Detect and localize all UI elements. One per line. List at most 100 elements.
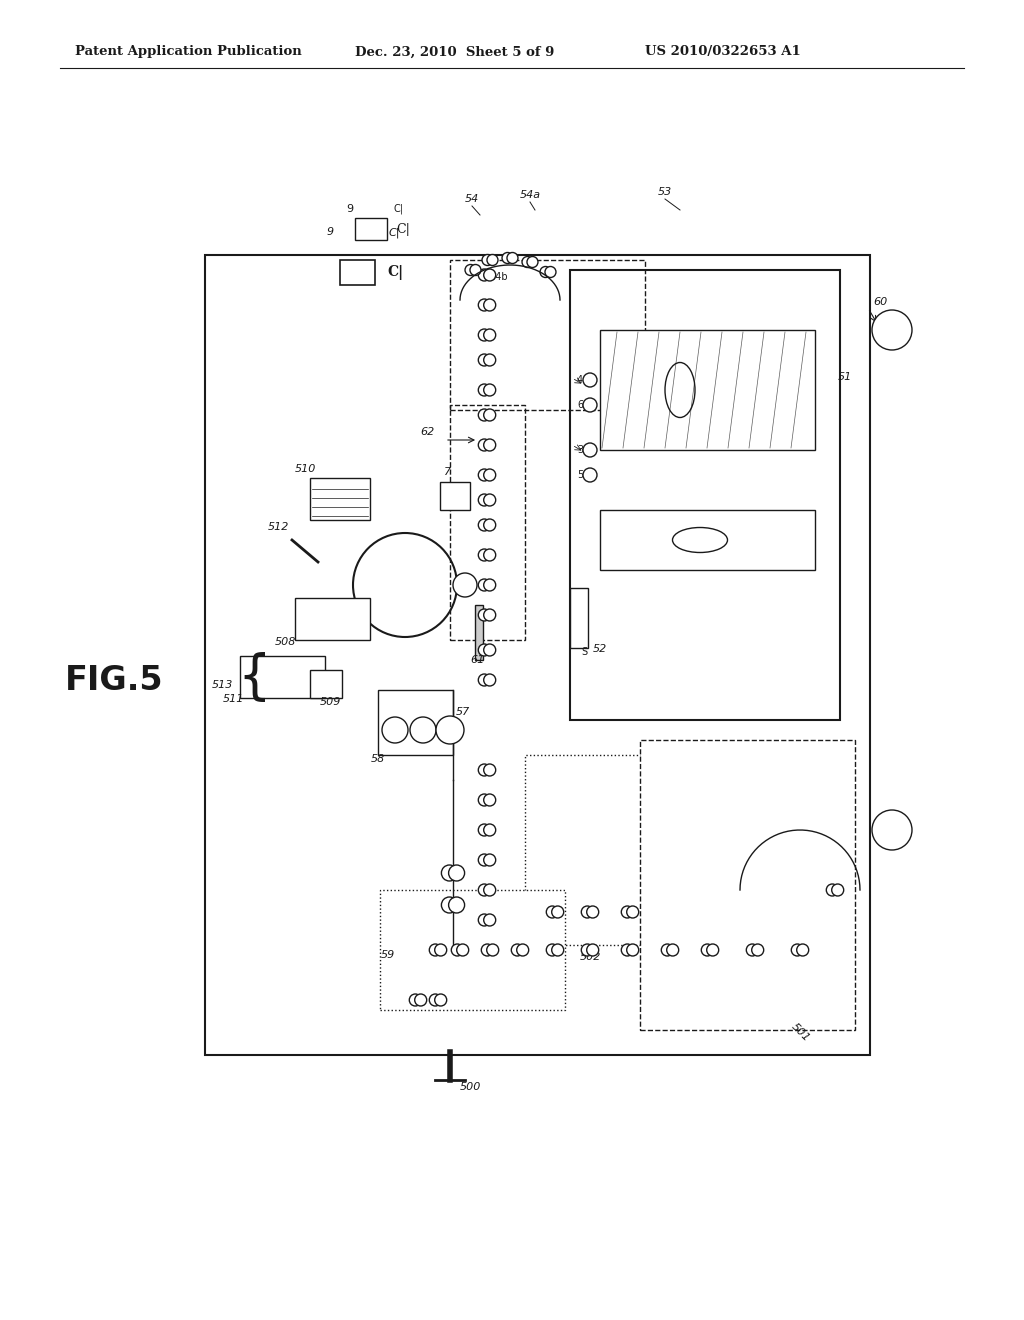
Circle shape bbox=[797, 944, 809, 956]
Circle shape bbox=[546, 906, 558, 917]
Circle shape bbox=[511, 944, 523, 956]
Text: 62: 62 bbox=[421, 426, 435, 437]
Text: 4: 4 bbox=[577, 375, 583, 385]
Text: 508: 508 bbox=[274, 638, 296, 647]
Circle shape bbox=[707, 944, 719, 956]
Bar bbox=[440, 482, 470, 510]
Circle shape bbox=[582, 944, 593, 956]
Circle shape bbox=[517, 944, 528, 956]
Circle shape bbox=[478, 269, 490, 281]
Text: 53: 53 bbox=[657, 187, 672, 197]
Circle shape bbox=[483, 354, 496, 366]
Text: 54b: 54b bbox=[488, 272, 507, 282]
Circle shape bbox=[483, 384, 496, 396]
Circle shape bbox=[410, 994, 421, 1006]
Text: 58: 58 bbox=[371, 754, 385, 764]
Circle shape bbox=[483, 913, 496, 927]
Circle shape bbox=[478, 579, 490, 591]
Circle shape bbox=[831, 884, 844, 896]
Circle shape bbox=[627, 944, 639, 956]
Text: 57: 57 bbox=[456, 708, 470, 717]
Bar bbox=[205, 255, 870, 1055]
Circle shape bbox=[507, 252, 518, 264]
Text: FIG.5: FIG.5 bbox=[65, 664, 164, 697]
Bar bbox=[600, 330, 815, 450]
Circle shape bbox=[441, 898, 458, 913]
Bar bbox=[475, 605, 483, 660]
Circle shape bbox=[872, 310, 912, 350]
Text: 6: 6 bbox=[577, 400, 583, 411]
Circle shape bbox=[478, 795, 490, 807]
Circle shape bbox=[483, 519, 496, 531]
Circle shape bbox=[483, 329, 496, 341]
Text: 513: 513 bbox=[211, 680, 232, 690]
Text: 59: 59 bbox=[381, 950, 395, 960]
Circle shape bbox=[429, 944, 441, 956]
Text: 54: 54 bbox=[465, 194, 479, 205]
Circle shape bbox=[483, 494, 496, 506]
Circle shape bbox=[478, 884, 490, 896]
Circle shape bbox=[587, 944, 599, 956]
Bar bbox=[525, 755, 755, 945]
Circle shape bbox=[441, 865, 458, 880]
Circle shape bbox=[449, 865, 465, 880]
Circle shape bbox=[486, 944, 499, 956]
Circle shape bbox=[522, 256, 534, 268]
Bar bbox=[240, 656, 325, 698]
Bar bbox=[355, 218, 387, 240]
Circle shape bbox=[429, 994, 441, 1006]
Circle shape bbox=[353, 533, 457, 638]
Text: 5: 5 bbox=[577, 470, 583, 480]
Circle shape bbox=[792, 944, 803, 956]
Bar bbox=[640, 741, 855, 1030]
Circle shape bbox=[826, 884, 839, 896]
Text: 9: 9 bbox=[346, 205, 353, 214]
Circle shape bbox=[453, 573, 477, 597]
Text: 9: 9 bbox=[327, 227, 334, 238]
Circle shape bbox=[552, 944, 563, 956]
Circle shape bbox=[478, 384, 490, 396]
Circle shape bbox=[540, 267, 551, 277]
Bar bbox=[570, 587, 588, 648]
Circle shape bbox=[552, 906, 563, 917]
Circle shape bbox=[435, 994, 446, 1006]
Bar bbox=[340, 260, 375, 285]
Text: Patent Application Publication: Patent Application Publication bbox=[75, 45, 302, 58]
Circle shape bbox=[481, 944, 494, 956]
Circle shape bbox=[527, 256, 538, 268]
Text: 501: 501 bbox=[788, 1022, 811, 1044]
Text: S: S bbox=[581, 647, 587, 657]
Text: US 2010/0322653 A1: US 2010/0322653 A1 bbox=[645, 45, 801, 58]
Text: C|: C| bbox=[387, 265, 403, 281]
Text: 511: 511 bbox=[222, 694, 244, 704]
Circle shape bbox=[470, 264, 481, 276]
Bar bbox=[378, 690, 453, 755]
Circle shape bbox=[478, 519, 490, 531]
Circle shape bbox=[449, 898, 465, 913]
Circle shape bbox=[478, 675, 490, 686]
Circle shape bbox=[752, 944, 764, 956]
Circle shape bbox=[622, 944, 633, 956]
Circle shape bbox=[483, 824, 496, 836]
Circle shape bbox=[483, 409, 496, 421]
Text: {: { bbox=[237, 652, 270, 704]
Circle shape bbox=[452, 944, 463, 956]
Bar bbox=[450, 405, 525, 640]
Text: C|: C| bbox=[388, 227, 399, 238]
Text: 61: 61 bbox=[470, 655, 484, 665]
Circle shape bbox=[483, 609, 496, 620]
Circle shape bbox=[627, 906, 639, 917]
Circle shape bbox=[410, 717, 436, 743]
Bar bbox=[295, 598, 370, 640]
Text: Dec. 23, 2010  Sheet 5 of 9: Dec. 23, 2010 Sheet 5 of 9 bbox=[355, 45, 554, 58]
Circle shape bbox=[478, 469, 490, 480]
Circle shape bbox=[872, 810, 912, 850]
Text: 3: 3 bbox=[577, 445, 583, 455]
Circle shape bbox=[502, 252, 513, 264]
Circle shape bbox=[478, 913, 490, 927]
Circle shape bbox=[487, 255, 498, 265]
Circle shape bbox=[435, 944, 446, 956]
Circle shape bbox=[483, 764, 496, 776]
Circle shape bbox=[478, 644, 490, 656]
Circle shape bbox=[478, 440, 490, 451]
